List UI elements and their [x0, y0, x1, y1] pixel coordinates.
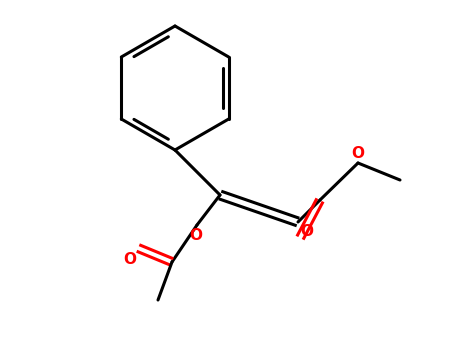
Text: O: O	[123, 252, 136, 267]
Text: O: O	[352, 147, 364, 161]
Text: O: O	[189, 229, 202, 244]
Text: O: O	[300, 224, 313, 239]
